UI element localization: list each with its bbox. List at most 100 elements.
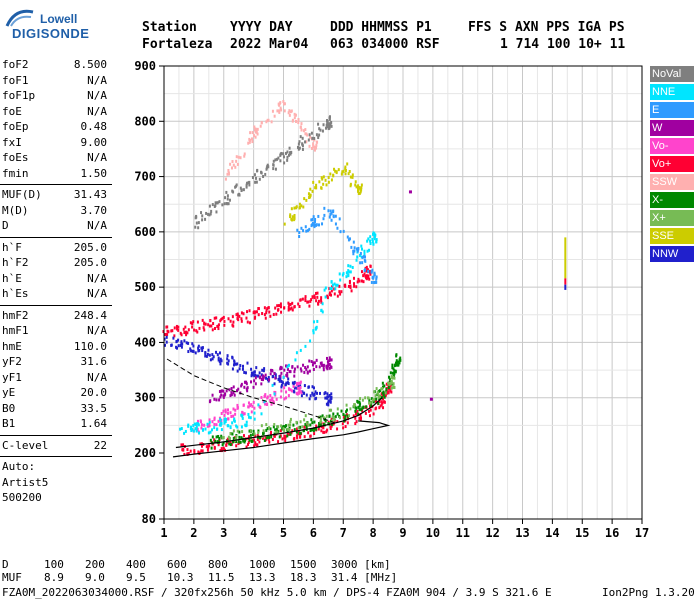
trace-point (283, 161, 286, 165)
trace-point (243, 370, 246, 374)
trace-point (304, 366, 307, 370)
trace-point (336, 407, 339, 411)
trace-point (264, 402, 267, 406)
param-name: hmF2 (2, 308, 29, 322)
trace-point (195, 429, 198, 433)
trace-point (385, 382, 388, 386)
trace-point (394, 370, 397, 374)
trace-point (308, 304, 311, 308)
trace-point (335, 283, 338, 287)
trace-point (298, 305, 301, 309)
trace-point (378, 406, 381, 410)
trace-point (326, 121, 329, 125)
y-tick-label: 500 (134, 280, 156, 294)
trace-point (377, 401, 380, 405)
trace-point (197, 450, 200, 454)
trace-point (277, 377, 280, 381)
trace-point (381, 381, 384, 385)
trace-point (302, 205, 305, 209)
trace-point (265, 166, 268, 170)
trace-point (282, 427, 285, 431)
trace-point (291, 308, 294, 312)
trace-point (243, 385, 246, 389)
param-name: foE (2, 104, 22, 118)
trace-point (180, 345, 183, 349)
trace-point (197, 226, 200, 230)
param-row: hmF2 248.4 (0, 309, 112, 325)
trace-point (336, 226, 339, 230)
trace-point (392, 367, 395, 371)
trace-point (209, 438, 212, 442)
trace-point (286, 150, 289, 154)
trace-point (267, 376, 270, 380)
trace-point (330, 178, 333, 182)
header-value-station: Fortaleza (142, 37, 213, 52)
trace-point (314, 217, 317, 221)
trace-point (349, 270, 352, 274)
divider (0, 456, 112, 457)
trace-point (330, 124, 333, 128)
trace-point (305, 425, 308, 429)
trace-point (351, 175, 354, 179)
trace-point (363, 249, 366, 253)
trace-point (245, 382, 248, 386)
trace-point (206, 422, 209, 426)
trace-point (293, 216, 296, 220)
footer-value: 11.5 (208, 571, 235, 584)
trace-point (312, 142, 315, 146)
trace-point (373, 281, 376, 285)
trace-point (250, 367, 253, 371)
trace-point (298, 205, 301, 209)
trace-point (219, 319, 222, 323)
trace-point (291, 365, 294, 369)
trace-point (301, 144, 304, 148)
trace-point (349, 175, 352, 179)
trace-point (278, 435, 281, 439)
trace-point (192, 424, 195, 428)
trace-point (333, 416, 336, 420)
trace-point (213, 416, 216, 420)
trace-point (242, 188, 245, 192)
trace-point (309, 193, 312, 197)
isolated-point (429, 397, 433, 401)
trace-point (176, 327, 179, 331)
trace-point (236, 429, 239, 433)
trace-point (286, 434, 289, 438)
trace-point (170, 343, 173, 347)
trace-point (272, 159, 275, 163)
trace-point (208, 204, 211, 208)
trace-point (198, 431, 201, 435)
trace-point (226, 424, 229, 428)
trace-point (240, 311, 243, 315)
trace-point (201, 318, 204, 322)
trace-point (285, 373, 288, 377)
trace-point (253, 379, 256, 383)
param-value: 9.00 (80, 135, 108, 149)
trace-point (251, 439, 254, 443)
trace-point (274, 428, 277, 432)
trace-point (221, 316, 224, 320)
trace-point (287, 394, 290, 398)
trace-point (246, 181, 249, 185)
trace-point (191, 427, 194, 431)
trace-point (273, 382, 276, 386)
trace-point (224, 410, 227, 414)
param-value: N/A (87, 287, 107, 300)
trace-point (229, 411, 232, 415)
trace-point (352, 249, 355, 253)
trace-point (235, 159, 238, 163)
trace-point (312, 386, 315, 390)
trace-point (314, 390, 317, 394)
trace-point (380, 392, 383, 396)
trace-point (320, 308, 323, 312)
trace-point (201, 218, 204, 222)
trace-point (330, 424, 333, 428)
trace-point (250, 374, 253, 378)
trace-point (257, 431, 260, 435)
trace-point (324, 295, 327, 299)
isolated-point (408, 190, 412, 194)
trace-point (197, 423, 200, 427)
trace-point (328, 414, 331, 418)
trace-point (238, 314, 241, 318)
trace-point (224, 177, 227, 181)
